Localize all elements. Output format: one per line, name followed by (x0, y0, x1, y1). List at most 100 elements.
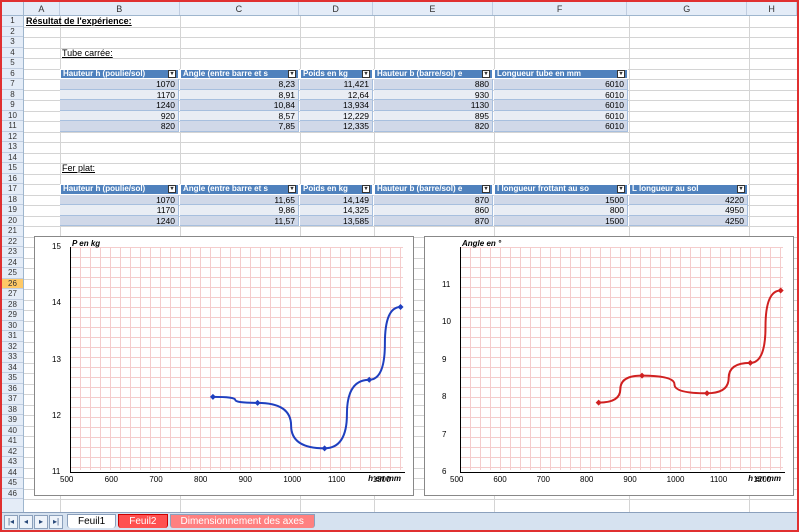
row-header-23[interactable]: 23 (2, 247, 23, 258)
table-cell[interactable]: 895 (374, 111, 493, 122)
filter-arrow-icon[interactable]: ▾ (362, 185, 370, 193)
row-header-45[interactable]: 45 (2, 478, 23, 489)
row-header-43[interactable]: 43 (2, 457, 23, 468)
row-header-14[interactable]: 14 (2, 153, 23, 164)
table-cell[interactable]: 6010 (494, 79, 628, 90)
row-header-17[interactable]: 17 (2, 184, 23, 195)
row-header-11[interactable]: 11 (2, 121, 23, 132)
table-cell[interactable]: 860 (374, 205, 493, 216)
row-header-46[interactable]: 46 (2, 489, 23, 500)
chart-angle-vs-h[interactable]: 50060070080090010001100120067891011Angle… (424, 236, 794, 496)
table-cell[interactable]: 12,229 (300, 111, 373, 122)
table-cell[interactable]: 4220 (629, 195, 748, 206)
tab-nav-last[interactable]: ▸| (49, 515, 63, 529)
table-header[interactable]: Longueur tube en mm▾ (494, 69, 628, 80)
table-cell[interactable]: 12,335 (300, 121, 373, 132)
row-header-24[interactable]: 24 (2, 258, 23, 269)
col-header-E[interactable]: E (373, 2, 493, 15)
table-header[interactable]: Hauteur b (barre/sol) e▾ (374, 184, 493, 195)
col-header-A[interactable]: A (24, 2, 60, 15)
table-cell[interactable]: 6010 (494, 121, 628, 132)
row-header-20[interactable]: 20 (2, 216, 23, 227)
row-header-38[interactable]: 38 (2, 405, 23, 416)
row-header-13[interactable]: 13 (2, 142, 23, 153)
filter-arrow-icon[interactable]: ▾ (617, 185, 625, 193)
table-header[interactable]: L longueur au sol▾ (629, 184, 748, 195)
col-header-H[interactable]: H (747, 2, 797, 15)
row-header-34[interactable]: 34 (2, 363, 23, 374)
tab-feuil2[interactable]: Feuil2 (118, 514, 167, 528)
row-header-1[interactable]: 1 (2, 16, 23, 27)
table-cell[interactable]: 14,325 (300, 205, 373, 216)
table-cell[interactable]: 930 (374, 90, 493, 101)
table-cell[interactable]: 8,91 (180, 90, 299, 101)
table-header[interactable]: Hauteur h (poulie/sol)▾ (60, 69, 179, 80)
row-header-42[interactable]: 42 (2, 447, 23, 458)
filter-arrow-icon[interactable]: ▾ (362, 70, 370, 78)
tab-dimensionnement[interactable]: Dimensionnement des axes (170, 514, 315, 528)
table-cell[interactable]: 10,84 (180, 100, 299, 111)
table-cell[interactable]: 8,23 (180, 79, 299, 90)
filter-arrow-icon[interactable]: ▾ (482, 70, 490, 78)
col-header-G[interactable]: G (627, 2, 747, 15)
table-header[interactable]: Hauteur h (poulie/sol)▾ (60, 184, 179, 195)
table-header[interactable]: l longueur frottant au so▾ (494, 184, 628, 195)
filter-arrow-icon[interactable]: ▾ (482, 185, 490, 193)
filter-arrow-icon[interactable]: ▾ (617, 70, 625, 78)
table-cell[interactable]: 1240 (60, 100, 179, 111)
table-cell[interactable]: 880 (374, 79, 493, 90)
table-cell[interactable]: 8,57 (180, 111, 299, 122)
row-header-44[interactable]: 44 (2, 468, 23, 479)
row-header-40[interactable]: 40 (2, 426, 23, 437)
tab-nav-next[interactable]: ▸ (34, 515, 48, 529)
tab-nav-first[interactable]: |◂ (4, 515, 18, 529)
row-header-29[interactable]: 29 (2, 310, 23, 321)
col-header-F[interactable]: F (493, 2, 628, 15)
tab-nav-prev[interactable]: ◂ (19, 515, 33, 529)
col-header-C[interactable]: C (180, 2, 300, 15)
row-header-22[interactable]: 22 (2, 237, 23, 248)
chart-p-vs-h[interactable]: 5006007008009001000110012001112131415P e… (34, 236, 414, 496)
filter-arrow-icon[interactable]: ▾ (288, 70, 296, 78)
row-header-25[interactable]: 25 (2, 268, 23, 279)
row-header-39[interactable]: 39 (2, 415, 23, 426)
table-cell[interactable]: 920 (60, 111, 179, 122)
table-header[interactable]: Angle (entre barre et s▾ (180, 69, 299, 80)
row-header-7[interactable]: 7 (2, 79, 23, 90)
table-cell[interactable]: 1500 (494, 216, 628, 227)
row-header-8[interactable]: 8 (2, 90, 23, 101)
table-cell[interactable]: 6010 (494, 90, 628, 101)
row-header-37[interactable]: 37 (2, 394, 23, 405)
table-cell[interactable]: 4250 (629, 216, 748, 227)
table-cell[interactable]: 1170 (60, 90, 179, 101)
table-header[interactable]: Poids en kg▾ (300, 184, 373, 195)
table-header[interactable]: Hauteur b (barre/sol) e▾ (374, 69, 493, 80)
tab-feuil1[interactable]: Feuil1 (67, 514, 116, 528)
table-cell[interactable]: 12,64 (300, 90, 373, 101)
table-cell[interactable]: 1500 (494, 195, 628, 206)
table-header[interactable]: Angle (entre barre et s▾ (180, 184, 299, 195)
row-header-18[interactable]: 18 (2, 195, 23, 206)
cells-area[interactable]: Résultat de l'expérience: Tube carrée: F… (24, 16, 797, 512)
filter-arrow-icon[interactable]: ▾ (737, 185, 745, 193)
table-cell[interactable]: 11,65 (180, 195, 299, 206)
row-header-19[interactable]: 19 (2, 205, 23, 216)
row-header-12[interactable]: 12 (2, 132, 23, 143)
row-header-6[interactable]: 6 (2, 69, 23, 80)
row-header-26[interactable]: 26 (2, 279, 23, 290)
row-header-16[interactable]: 16 (2, 174, 23, 185)
table-cell[interactable]: 7,85 (180, 121, 299, 132)
row-header-33[interactable]: 33 (2, 352, 23, 363)
table-cell[interactable]: 1240 (60, 216, 179, 227)
table-cell[interactable]: 13,585 (300, 216, 373, 227)
table-cell[interactable]: 870 (374, 195, 493, 206)
row-header-31[interactable]: 31 (2, 331, 23, 342)
row-header-27[interactable]: 27 (2, 289, 23, 300)
row-header-36[interactable]: 36 (2, 384, 23, 395)
table-cell[interactable]: 9,86 (180, 205, 299, 216)
row-header-4[interactable]: 4 (2, 48, 23, 59)
row-header-35[interactable]: 35 (2, 373, 23, 384)
table-cell[interactable]: 1070 (60, 79, 179, 90)
filter-arrow-icon[interactable]: ▾ (288, 185, 296, 193)
row-header-30[interactable]: 30 (2, 321, 23, 332)
